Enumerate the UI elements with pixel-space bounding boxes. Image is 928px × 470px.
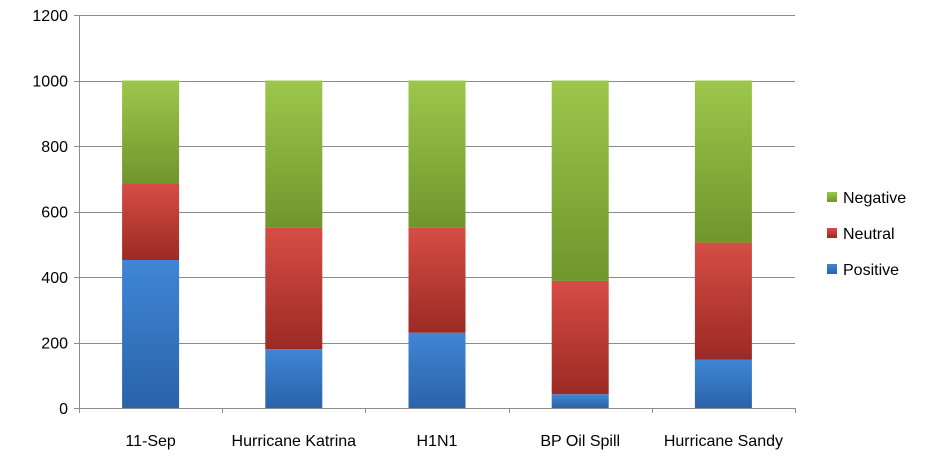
legend-label-positive: Positive: [843, 262, 899, 279]
legend-swatch-positive: [827, 264, 837, 274]
bar-neutral-hurricane-katrina: [265, 227, 323, 350]
y-tick-label-1200: 1200: [32, 8, 68, 25]
axes: [74, 15, 796, 413]
bar-positive-bp-oil-spill: [551, 394, 609, 408]
bar-negative-hurricane-sandy: [694, 80, 752, 243]
y-tick-label-400: 400: [41, 270, 68, 287]
legend-swatch-neutral: [827, 228, 837, 238]
bar-negative-bp-oil-spill: [551, 80, 609, 281]
y-tick-label-1000: 1000: [32, 74, 68, 91]
x-tick-label: Hurricane Katrina: [232, 433, 357, 450]
x-tick-label: Hurricane Sandy: [664, 433, 783, 450]
y-tick-labels: 0 200 400 600 800 1000 1200: [32, 8, 68, 418]
bars: [122, 80, 752, 408]
legend-label-negative: Negative: [843, 190, 906, 207]
bar-positive-h1n1: [408, 332, 466, 408]
bar-negative-hurricane-katrina: [265, 80, 323, 228]
x-tick-label: H1N1: [417, 433, 458, 450]
bar-positive-hurricane-sandy: [694, 359, 752, 408]
bar-neutral-h1n1: [408, 227, 466, 333]
y-tick-label-800: 800: [41, 139, 68, 156]
bar-neutral-11-sep: [122, 184, 180, 260]
bar-neutral-bp-oil-spill: [551, 280, 609, 395]
bar-negative-h1n1: [408, 80, 466, 228]
bar-positive-11-sep: [122, 260, 180, 408]
x-tick-labels: 11-Sep Hurricane Katrina H1N1 BP Oil Spill H…: [125, 433, 783, 450]
legend-label-neutral: Neutral: [843, 226, 895, 243]
x-tick-label: 11-Sep: [125, 433, 176, 450]
y-tick-label-200: 200: [41, 336, 68, 353]
y-tick-label-600: 600: [41, 205, 68, 222]
bar-negative-11-sep: [122, 80, 180, 184]
x-tick-label: BP Oil Spill: [540, 433, 620, 450]
bar-positive-hurricane-katrina: [265, 349, 323, 408]
y-tick-label-0: 0: [59, 401, 68, 418]
legend: Negative Neutral Positive: [827, 190, 906, 279]
bar-neutral-hurricane-sandy: [694, 242, 752, 360]
legend-swatch-negative: [827, 192, 837, 202]
